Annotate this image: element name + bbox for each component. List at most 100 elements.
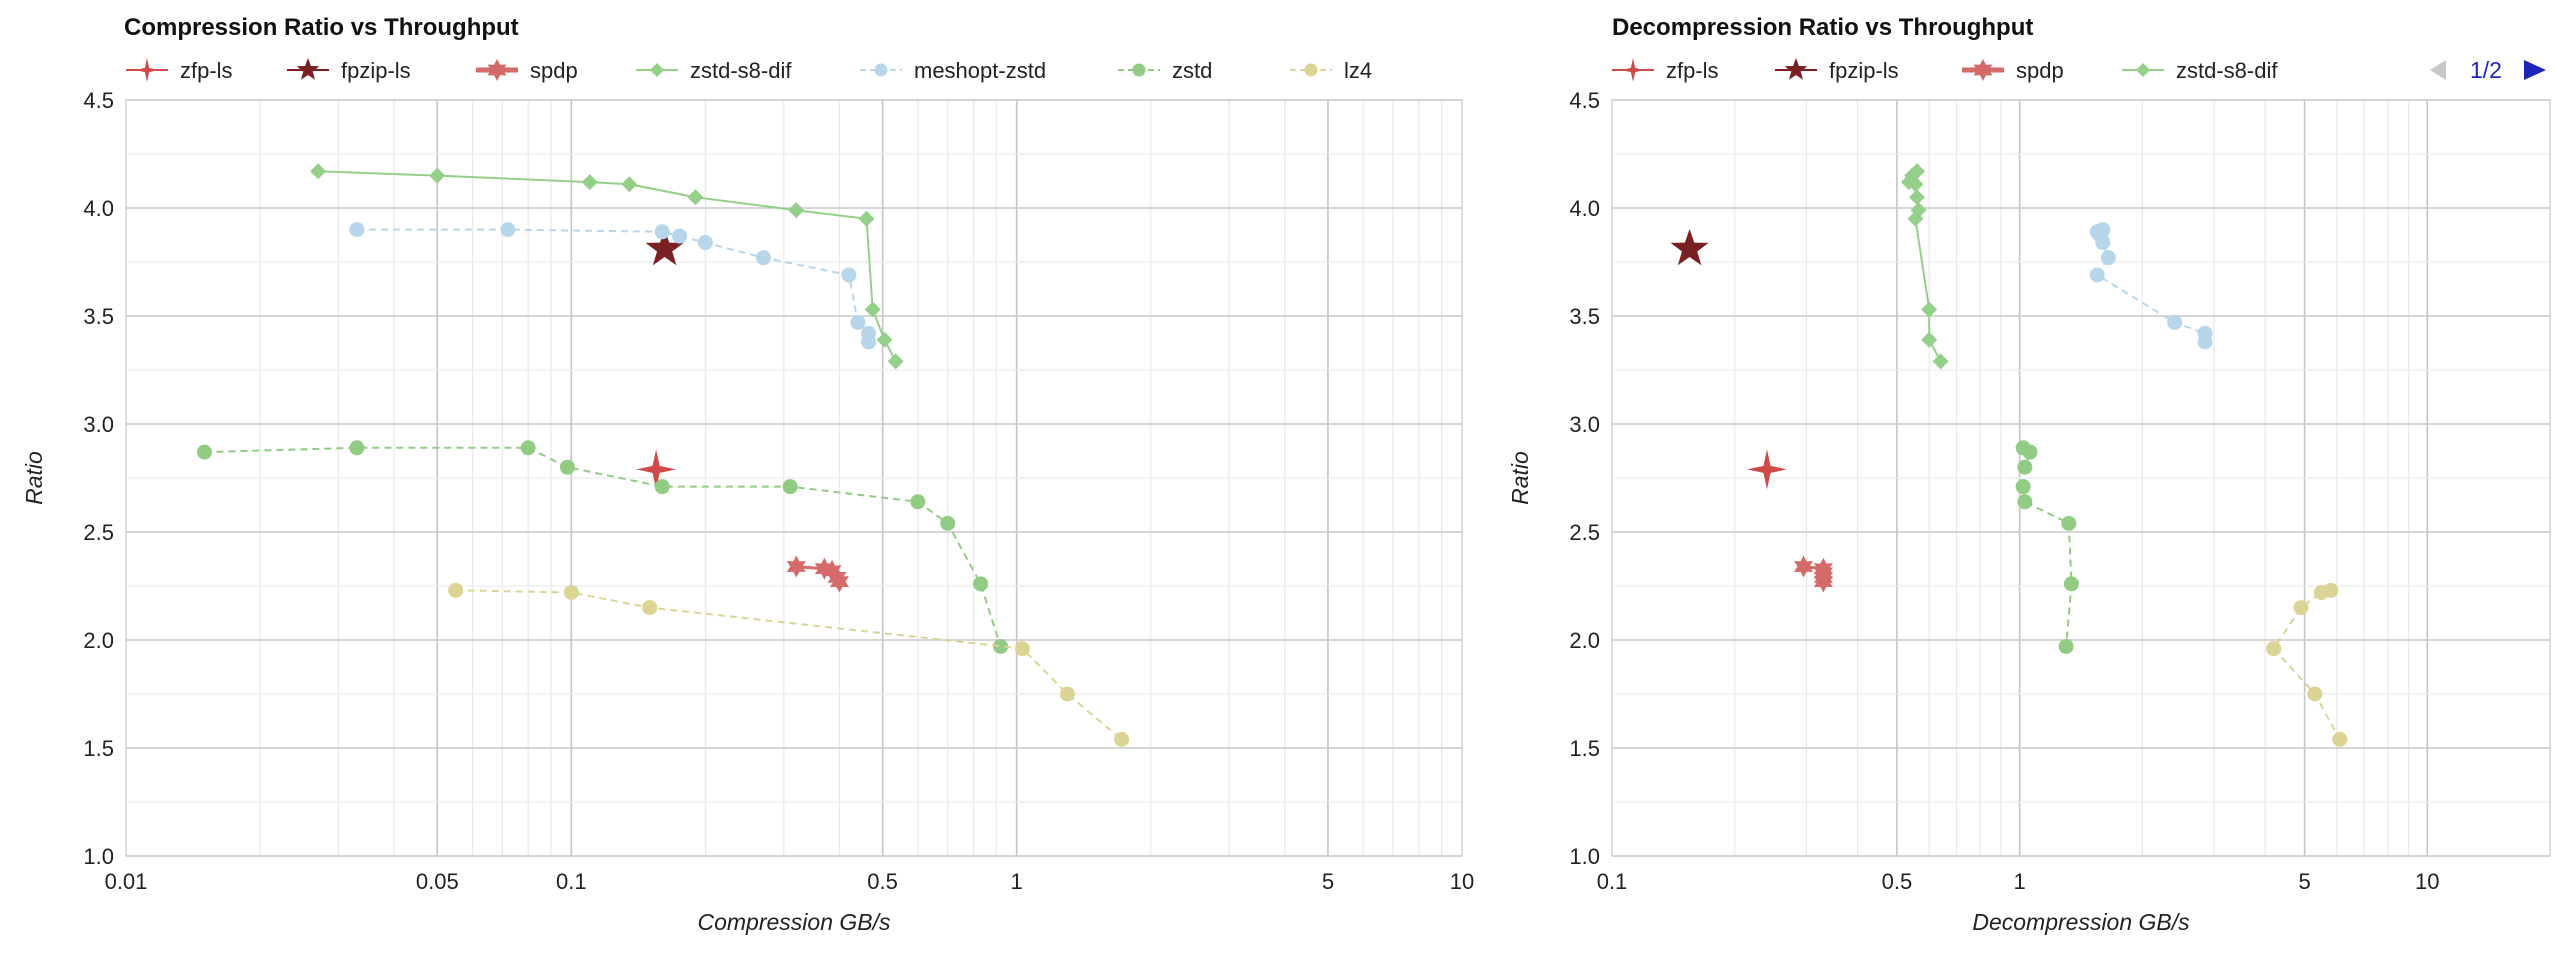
y-tick-label: 1.0 (1569, 844, 1600, 869)
series-zstd (196, 440, 1009, 654)
legend-item-zstd[interactable]: zstd (1118, 58, 1212, 83)
data-point (2197, 334, 2213, 350)
data-point (2100, 250, 2116, 266)
legend: zfp-ls fpzip-ls spdp zstd-s8-dif meshopt-zst… (126, 58, 1372, 83)
legend-item-zstd-s8-dif[interactable]: zstd-s8-dif (2122, 58, 2278, 83)
data-point (654, 479, 670, 495)
x-tick-label: 10 (2415, 869, 2439, 894)
data-point (1670, 229, 1709, 266)
data-point (1932, 353, 1949, 370)
legend-item-zfp-ls[interactable]: zfp-ls (126, 58, 233, 83)
legend-label: fpzip-ls (1829, 58, 1899, 83)
x-tick-label: 0.1 (1597, 869, 1628, 894)
legend-swatch-marker (1621, 58, 1645, 82)
x-axis-label: Decompression GB/s (1972, 909, 2190, 935)
series-line (204, 446, 1002, 647)
series-meshopt-zstd (349, 222, 877, 350)
data-point (500, 222, 516, 238)
y-tick-label: 2.5 (83, 520, 114, 545)
legend-item-meshopt-zstd[interactable]: meshopt-zstd (860, 58, 1046, 83)
chart-title: Decompression Ratio vs Throughput (1612, 14, 2033, 41)
grid-lines (126, 99, 1462, 857)
data-point (788, 202, 805, 219)
series-meshopt-zstd (2089, 222, 2213, 350)
x-axis-label: Compression GB/s (697, 909, 891, 935)
series-zstd-s8-dif (1900, 163, 1949, 370)
legend-item-spdp[interactable]: spdp (476, 58, 578, 83)
data-point (2022, 444, 2038, 460)
data-point (1793, 555, 1814, 578)
series-line (2022, 446, 2073, 647)
legend-label: fpzip-ls (341, 58, 411, 83)
data-point (2061, 515, 2077, 531)
y-tick-label: 2.0 (1569, 628, 1600, 653)
series-line (318, 170, 897, 362)
legend-label: zstd-s8-dif (2176, 58, 2278, 83)
legend-label: lz4 (1344, 58, 1372, 83)
legend-swatch-marker (1304, 63, 1318, 77)
series-zfp-ls (636, 449, 677, 490)
legend-swatch-marker (1973, 59, 1993, 81)
legend-page-indicator: 1/2 (2470, 57, 2502, 83)
x-tick-label: 5 (1322, 869, 1334, 894)
data-point (636, 449, 677, 490)
data-point (1921, 301, 1938, 318)
data-point (1907, 176, 1924, 193)
data-point (2063, 576, 2079, 592)
x-tick-label: 1 (2014, 869, 2026, 894)
legend-swatch-marker (487, 59, 507, 81)
legend-prev-icon[interactable] (2430, 60, 2446, 80)
compression-chart: Compression Ratio vs Throughput 0.01 0.05 0… (21, 14, 1474, 935)
data-point (2266, 641, 2282, 657)
series-lz4 (448, 582, 1130, 747)
legend-swatch-marker (1784, 58, 1808, 80)
data-point (850, 314, 866, 330)
data-point (829, 570, 849, 593)
data-point (2017, 494, 2033, 510)
data-point (448, 582, 464, 598)
data-point (1907, 210, 1924, 227)
data-point (1114, 731, 1130, 747)
y-tick-label: 4.0 (83, 196, 114, 221)
legend-swatch-marker (296, 58, 320, 80)
legend-next-icon[interactable] (2524, 60, 2546, 80)
legend-item-lz4[interactable]: lz4 (1290, 58, 1372, 83)
x-tick-label: 5 (2298, 869, 2310, 894)
data-point (2089, 267, 2105, 283)
data-point (1746, 449, 1787, 490)
legend-item-fpzip-ls[interactable]: fpzip-ls (1775, 58, 1899, 83)
legend-label: zfp-ls (1666, 58, 1719, 83)
series-line (2272, 589, 2341, 740)
y-tick-label: 3.5 (83, 304, 114, 329)
data-point (1921, 331, 1938, 348)
data-point (2313, 584, 2329, 600)
legend-label: zstd-s8-dif (690, 58, 792, 83)
y-tick-label: 2.0 (83, 628, 114, 653)
data-point (1014, 641, 1030, 657)
legend-label: meshopt-zstd (914, 58, 1046, 83)
legend-item-zstd-s8-dif[interactable]: zstd-s8-dif (636, 58, 792, 83)
data-point (814, 557, 834, 580)
data-point (910, 494, 926, 510)
series-line (2095, 228, 2207, 342)
legend-swatch-marker (135, 58, 159, 82)
series-lz4 (2266, 582, 2348, 747)
y-tick-label: 4.5 (83, 88, 114, 113)
data-point (861, 334, 877, 350)
x-tick-label: 0.01 (105, 869, 148, 894)
x-tick-label: 1 (1011, 869, 1023, 894)
data-point (581, 174, 598, 191)
series-zstd-s8-dif (310, 163, 904, 370)
data-point (1059, 686, 1075, 702)
legend-item-spdp[interactable]: spdp (1962, 58, 2064, 83)
data-point (1910, 202, 1927, 219)
data-point (2017, 459, 2033, 475)
legend-item-zfp-ls[interactable]: zfp-ls (1612, 58, 1719, 83)
legend-item-fpzip-ls[interactable]: fpzip-ls (287, 58, 411, 83)
legend-swatch-marker (650, 63, 664, 77)
legend-label: zfp-ls (180, 58, 233, 83)
data-point (687, 189, 704, 206)
legend-label: spdp (2016, 58, 2064, 83)
y-tick-label: 1.5 (83, 736, 114, 761)
data-point (786, 555, 806, 578)
